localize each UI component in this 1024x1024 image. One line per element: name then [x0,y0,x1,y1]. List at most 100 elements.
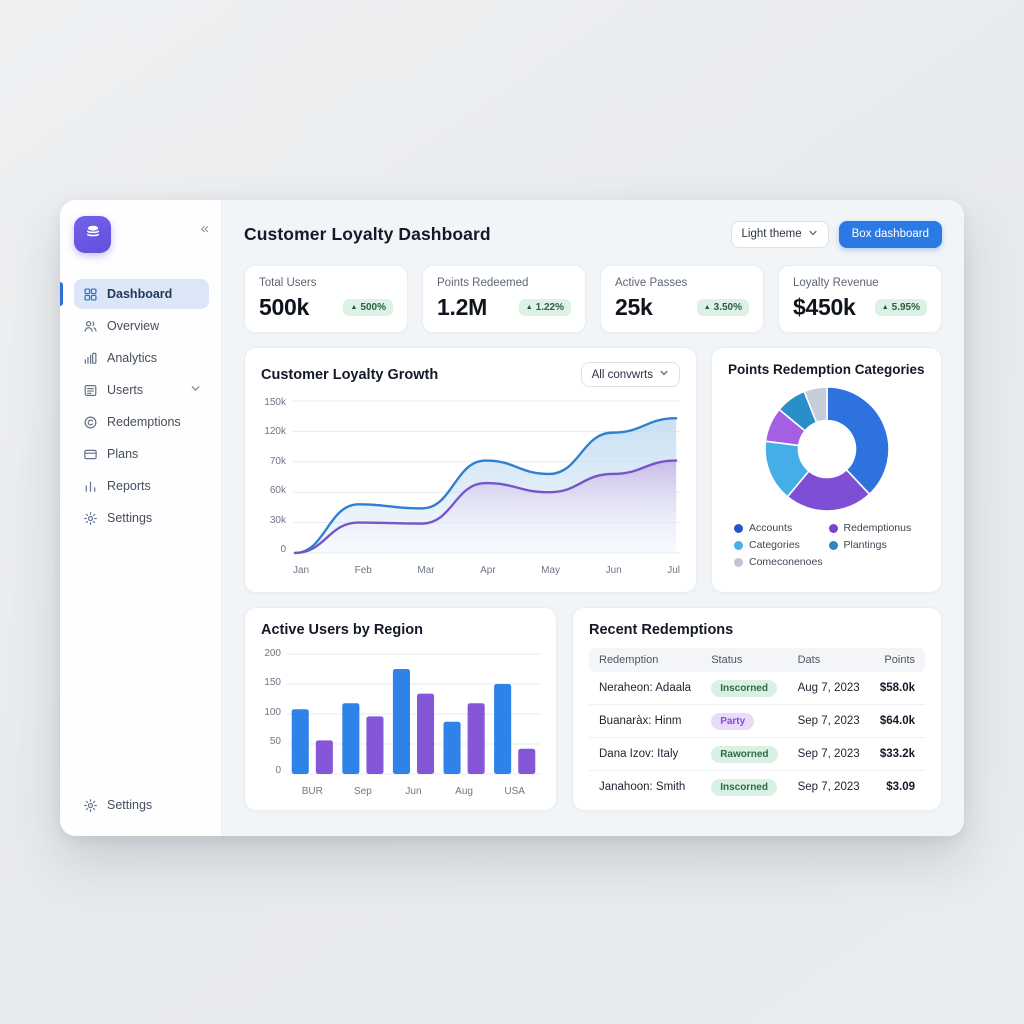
cell-redemption: Buanaràx: Hinm [589,704,702,738]
theme-selector[interactable]: Light theme [730,220,829,248]
kpi-card-loyalty-revenue: Loyalty Revenue $450k ▲ 5.95% [778,265,942,333]
table-header-redemption: Redemption [589,648,702,672]
kpi-label: Active Passes [615,277,688,289]
bar-chart [287,653,540,775]
sidebar-collapse-button[interactable]: « [200,220,209,237]
table-row[interactable]: Dana Izov: Italy Raworned Sep 7, 2023 $33.2… [589,737,925,771]
sidebar-item-analytics[interactable]: Analytics [74,343,209,373]
sidebar-item-userts[interactable]: Userts [74,375,209,405]
gear-icon [82,797,98,813]
cell-date: Sep 7, 2023 [797,781,860,793]
x-tick-label: USA [504,786,525,797]
sidebar-item-plans[interactable]: Plans [74,439,209,469]
sidebar-item-overview[interactable]: Overview [74,311,209,341]
cell-points: $64.0k [869,704,925,738]
x-tick-label: Feb [354,565,372,576]
kpi-value: 1.2M [437,294,487,320]
analytics-icon [82,350,98,366]
box-dashboard-button[interactable]: Box dashboard [838,220,942,248]
legend-dot [734,540,743,550]
kpi-delta-badge: ▲ 3.50% [696,299,749,316]
cell-redemption: Janahoon: Smith [599,781,686,793]
kpi-value: 25k [615,294,653,320]
growth-x-axis: Jan Feb Mar Apr May Jun Jul [293,565,680,576]
sidebar-item-reports[interactable]: Reports [74,471,209,501]
triangle-up-icon: ▲ [350,304,358,311]
legend-item-plantings: Plantings [828,539,920,551]
page-header: Customer Loyalty Dashboard Light theme B… [244,216,942,252]
table-title: Recent Redemptions [589,622,734,638]
cell-status: Raworned [701,737,788,771]
sidebar-item-label: Userts [107,383,144,397]
sidebar-item-dashboard[interactable]: Dashboard [60,279,209,309]
users-icon [82,318,98,334]
y-tick-label: 70k [269,455,286,467]
x-tick-label: Jun [605,565,622,576]
chevron-down-icon [659,368,669,381]
legend-item-comeconenoes: Comeconenoes [734,556,825,568]
x-tick-label: BUR [301,786,323,797]
bar-chart-panel: Active Users by Region 200 150 100 50 0 BUR S… [244,607,557,811]
y-tick-label: 100 [264,706,281,718]
sidebar-item-label: Plans [107,447,139,461]
legend-dot [828,523,838,533]
bar-y-axis: 200 150 100 50 0 [261,648,287,776]
growth-area-chart [293,400,680,555]
layers-icon [83,222,103,247]
cell-points: $58.0k [869,672,925,705]
gear-icon [82,510,98,526]
sidebar-nav: Dashboard Overview Analytics Userts Redempti… [60,279,209,533]
sidebar-item-redemptions[interactable]: Redemptions [74,407,209,437]
kpi-card-active-passes: Active Passes 25k ▲ 3.50% [600,265,764,333]
growth-chart-panel: Customer Loyalty Growth All convwrts 150… [244,347,697,593]
x-tick-label: Mar [417,565,435,576]
table-row[interactable]: Buanaràx: Hinm Party Sep 7, 2023 $64.0k [589,704,925,738]
redemptions-table-panel: Recent Redemptions Redemption Status Dats P… [572,607,942,811]
x-tick-label: Jun [405,786,422,797]
triangle-up-icon: ▲ [881,304,889,311]
bar-chart-title: Active Users by Region [261,622,423,638]
kpi-delta-badge: ▲ 5.95% [874,299,927,316]
kpi-card-points-redeemed: Points Redeemed 1.2M ▲ 1.22% [422,265,586,333]
y-tick-label: 30k [269,514,286,526]
table-row[interactable]: Janahoon: Smith Inscorned Sep 7, 2023 $3.09 [589,771,925,804]
legend-dot [828,540,838,550]
redemptions-table: Redemption Status Dats Points Neraheon: Ada… [589,648,925,803]
legend-item-accounts: Accounts [734,522,825,534]
legend-dot [734,523,743,533]
legend-dot [734,557,743,567]
theme-selector-label: Light theme [741,228,802,240]
legend-item-categories: Categories [734,539,825,551]
cell-status: Inscorned [701,771,787,804]
triangle-up-icon: ▲ [703,304,711,311]
y-tick-label: 50 [269,735,281,747]
sidebar-item-settings[interactable]: Settings [74,503,209,533]
growth-chart-title: Customer Loyalty Growth [261,366,439,383]
card-icon [82,446,98,462]
kpi-card-total-users: Total Users 500k ▲ 500% [244,265,408,333]
cell-status: Party [701,704,788,738]
sidebar: « Dashboard Overview Analytics Userts Redemp… [60,200,222,836]
cell-date: Sep 7, 2023 [787,704,870,738]
page-title: Customer Loyalty Dashboard [244,223,491,244]
app-window: « Dashboard Overview Analytics Userts Redemp… [60,200,964,836]
chevron-down-icon [190,383,201,397]
cell-date: Aug 7, 2023 [787,672,870,705]
cell-redemption: Neraheon: Adaala [589,672,702,705]
growth-filter-dropdown[interactable]: All convwrts [580,362,680,387]
donut-chart [763,386,890,512]
status-badge: Raworned [711,745,778,763]
sidebar-item-settings-footer[interactable]: Settings [74,790,209,820]
y-tick-label: 150k [264,397,286,408]
y-tick-label: 0 [280,543,286,555]
y-tick-label: 120k [264,426,286,438]
cell-status: Inscorned [701,672,788,705]
table-header-points: Points [869,648,925,672]
x-tick-label: Sep [353,786,372,797]
sidebar-item-label: Settings [107,511,153,525]
table-row[interactable]: Neraheon: Adaala Inscorned Aug 7, 2023 $58.… [589,672,925,705]
sidebar-footer-label: Settings [107,798,153,812]
table-header-status: Status [701,648,788,672]
status-badge: Party [711,712,755,730]
x-tick-label: Jan [293,565,310,576]
